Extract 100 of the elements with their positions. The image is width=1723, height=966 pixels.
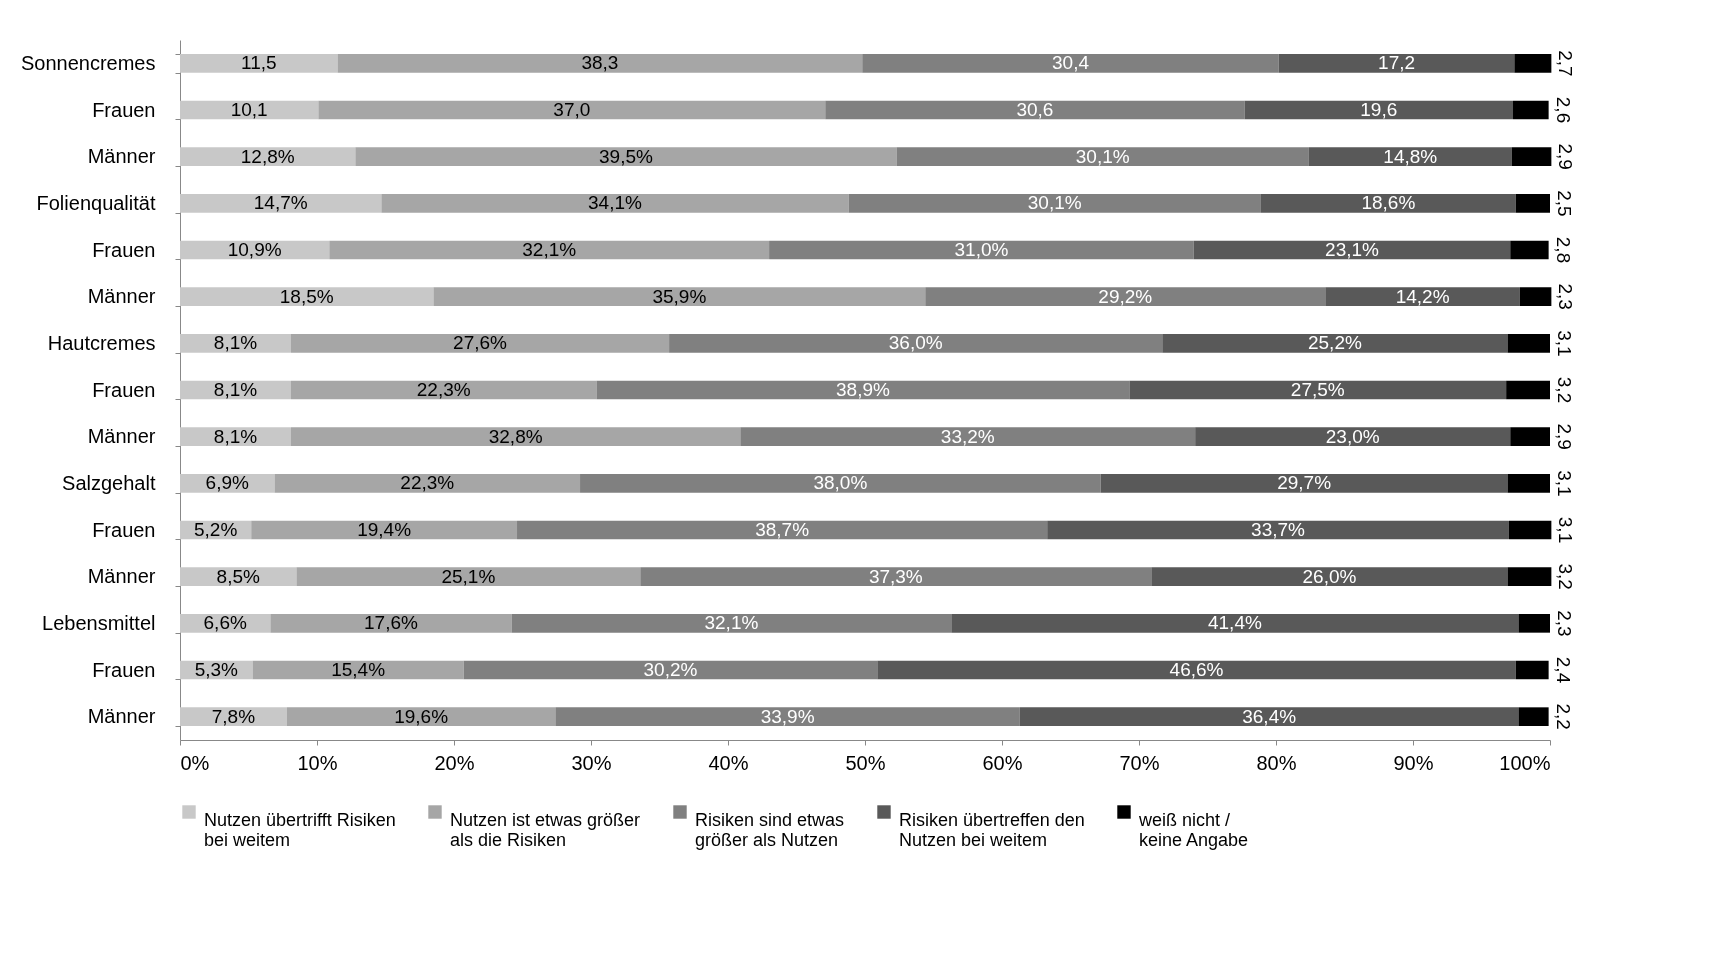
data-label: 35,9% bbox=[652, 285, 707, 307]
data-label: 2,2 bbox=[1552, 703, 1574, 730]
bar bbox=[290, 427, 741, 446]
y-tick-label: Frauen bbox=[92, 518, 156, 541]
data-label: 26,0% bbox=[1302, 565, 1357, 587]
data-label: 2,9 bbox=[1554, 423, 1575, 450]
data-label: 14,8% bbox=[1383, 145, 1438, 167]
bar bbox=[1260, 194, 1516, 213]
data-label: 8,1% bbox=[213, 332, 258, 354]
data-label: 38,0% bbox=[813, 472, 868, 494]
data-label: 3,2 bbox=[1555, 563, 1577, 590]
data-label: 32,1% bbox=[704, 612, 759, 634]
data-label: 27,6% bbox=[453, 332, 508, 354]
bar bbox=[180, 194, 382, 213]
legend-label: Nutzen ist etwas größer als die Risiken bbox=[450, 810, 641, 850]
legend-label: weiß nicht / keine Angabe bbox=[1138, 810, 1249, 850]
data-label: 30,1% bbox=[1075, 145, 1130, 167]
bar bbox=[329, 240, 770, 260]
data-label: 23,0% bbox=[1325, 425, 1380, 447]
bar bbox=[290, 380, 597, 400]
bar bbox=[381, 194, 849, 213]
bar bbox=[1519, 287, 1552, 306]
bar bbox=[1244, 100, 1514, 120]
legend-label: Risiken übertreffen den Nutzen bei weitem bbox=[899, 810, 1085, 850]
x-tick-label: 40% bbox=[708, 751, 749, 774]
data-label: 18,5% bbox=[279, 285, 334, 307]
bar bbox=[825, 100, 1245, 120]
bar bbox=[1507, 567, 1552, 586]
data-label: 30,2% bbox=[643, 659, 698, 680]
data-label: 37,3% bbox=[868, 565, 923, 587]
data-label: 2,3 bbox=[1555, 283, 1577, 310]
bar bbox=[1515, 660, 1549, 680]
bar bbox=[1507, 334, 1550, 353]
data-label: 37,0 bbox=[553, 99, 591, 120]
bar bbox=[463, 660, 878, 680]
data-label: 32,8% bbox=[488, 425, 543, 447]
data-label: 41,4% bbox=[1207, 612, 1262, 634]
data-label: 3,2 bbox=[1554, 376, 1575, 404]
data-label: 38,7% bbox=[755, 519, 810, 540]
data-label: 23,1% bbox=[1325, 239, 1380, 260]
bar bbox=[1195, 427, 1511, 446]
x-tick-label: 0% bbox=[180, 751, 210, 774]
x-tick-label: 50% bbox=[845, 751, 886, 774]
bar bbox=[296, 567, 641, 586]
data-label: 17,2 bbox=[1378, 52, 1416, 74]
legend-label: Risiken sind etwas größer als Nutzen bbox=[695, 810, 845, 850]
bar bbox=[862, 54, 1279, 73]
y-tick-label: Frauen bbox=[92, 98, 156, 121]
bar bbox=[596, 380, 1130, 400]
bar bbox=[251, 520, 518, 540]
bar bbox=[290, 334, 670, 353]
bar bbox=[1019, 707, 1519, 726]
bar bbox=[555, 707, 1020, 726]
bar bbox=[951, 614, 1519, 633]
bar bbox=[1193, 240, 1511, 260]
bar bbox=[180, 287, 434, 306]
data-label: 38,9% bbox=[836, 379, 890, 400]
data-label: 29,7% bbox=[1277, 472, 1332, 494]
data-label: 8,1% bbox=[213, 379, 258, 400]
bar bbox=[1518, 707, 1549, 726]
data-label: 6,6% bbox=[203, 612, 247, 634]
bar bbox=[274, 474, 581, 493]
data-label: 14,2% bbox=[1395, 285, 1450, 307]
data-label: 8,1% bbox=[213, 425, 258, 447]
data-label: 15,4% bbox=[331, 659, 386, 680]
x-tick-label: 30% bbox=[571, 751, 612, 774]
x-tick-label: 90% bbox=[1393, 751, 1434, 774]
data-label: 38,3 bbox=[581, 52, 619, 74]
data-label: 3,1 bbox=[1554, 470, 1575, 497]
data-label: 25,2% bbox=[1307, 332, 1362, 354]
y-tick-label: Lebensmittel bbox=[42, 611, 156, 634]
bar bbox=[1518, 614, 1550, 633]
bar bbox=[1308, 147, 1512, 166]
bar bbox=[1151, 567, 1508, 586]
y-tick-label: Frauen bbox=[92, 238, 156, 261]
y-tick-label: Männer bbox=[87, 285, 156, 308]
data-label: 33,9% bbox=[760, 705, 815, 727]
data-label: 2,7 bbox=[1555, 50, 1577, 77]
data-label: 33,2% bbox=[940, 425, 995, 447]
y-tick-label: Salzgehalt bbox=[62, 471, 156, 494]
bar bbox=[337, 54, 863, 73]
bar bbox=[640, 567, 1152, 586]
data-label: 22,3% bbox=[400, 472, 455, 494]
y-tick-label: Frauen bbox=[92, 658, 156, 681]
data-label: 17,6% bbox=[364, 612, 419, 634]
bar bbox=[1507, 474, 1550, 493]
bar bbox=[1278, 54, 1515, 73]
x-tick-label: 100% bbox=[1499, 751, 1551, 774]
data-label: 25,1% bbox=[441, 565, 496, 587]
bar bbox=[270, 614, 512, 633]
data-label: 19,6% bbox=[394, 705, 449, 727]
bar bbox=[1513, 100, 1549, 120]
data-label: 7,8% bbox=[211, 705, 256, 727]
x-tick-label: 10% bbox=[297, 751, 338, 774]
bar bbox=[1100, 474, 1508, 493]
data-label: 39,5% bbox=[599, 145, 653, 167]
data-label: 5,2% bbox=[193, 519, 238, 540]
data-label: 32,1% bbox=[522, 239, 577, 260]
bar bbox=[740, 427, 1196, 446]
bar bbox=[1047, 520, 1509, 540]
